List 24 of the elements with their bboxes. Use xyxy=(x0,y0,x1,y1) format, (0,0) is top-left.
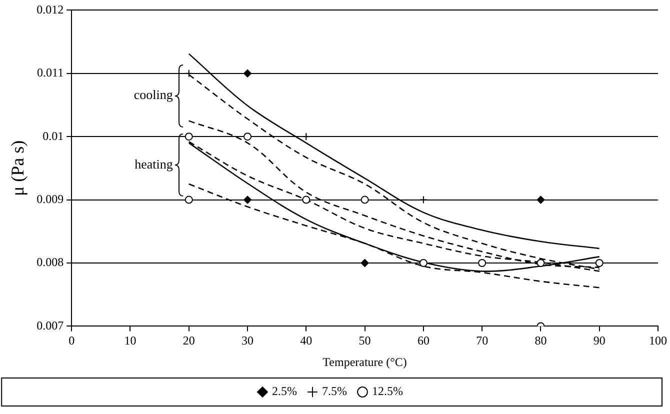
x-tick-label: 50 xyxy=(358,334,371,348)
legend-label: 12.5% xyxy=(372,384,403,398)
x-tick-label: 100 xyxy=(649,334,667,348)
x-tick-label: 0 xyxy=(68,334,75,348)
x-tick-label: 60 xyxy=(417,334,430,348)
legend-label: 7.5% xyxy=(322,384,347,398)
annotation: heating xyxy=(134,156,174,172)
y-axis-title: μ (Pa s) xyxy=(8,140,28,196)
annotation: cooling xyxy=(134,86,174,102)
y-tick-label: 0.011 xyxy=(37,66,64,80)
x-tick-label: 70 xyxy=(476,334,488,348)
x-tick-label: 80 xyxy=(534,334,547,348)
x-tick-label: 90 xyxy=(593,334,606,348)
x-tick-label: 40 xyxy=(300,334,312,348)
x-tick-label: 10 xyxy=(124,334,136,348)
y-tick-label: 0.008 xyxy=(36,255,64,270)
y-tick-label: 0.012 xyxy=(36,2,64,16)
y-tick-label: 0.007 xyxy=(36,318,64,332)
legend-label: 2.5% xyxy=(272,384,298,398)
y-tick-label: 0.01 xyxy=(42,128,64,143)
y-tick-label: 0.009 xyxy=(36,192,64,206)
x-tick-label: 30 xyxy=(242,334,254,348)
x-axis-title: Temperature (°C) xyxy=(322,354,407,369)
x-tick-label: 20 xyxy=(182,334,195,348)
